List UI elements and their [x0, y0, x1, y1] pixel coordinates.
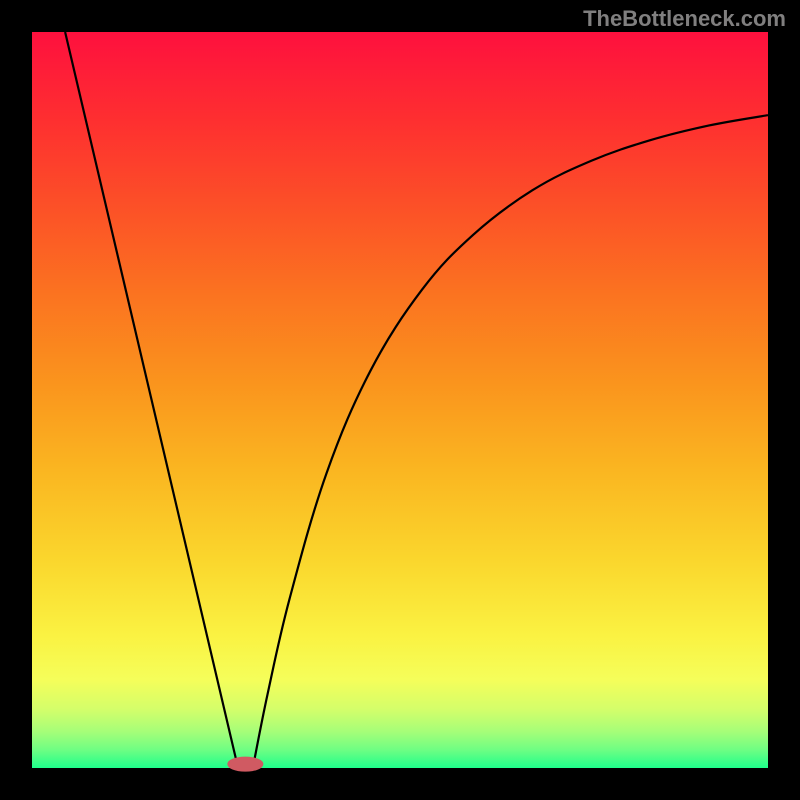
watermark-text: TheBottleneck.com [583, 6, 786, 32]
chart-container: { "watermark": { "text": "TheBottleneck.… [0, 0, 800, 800]
plot-area [32, 32, 768, 768]
curve-left-segment [65, 32, 238, 768]
minimum-marker [228, 757, 263, 772]
curve-right-segment [253, 115, 768, 768]
bottleneck-curve [32, 32, 768, 768]
